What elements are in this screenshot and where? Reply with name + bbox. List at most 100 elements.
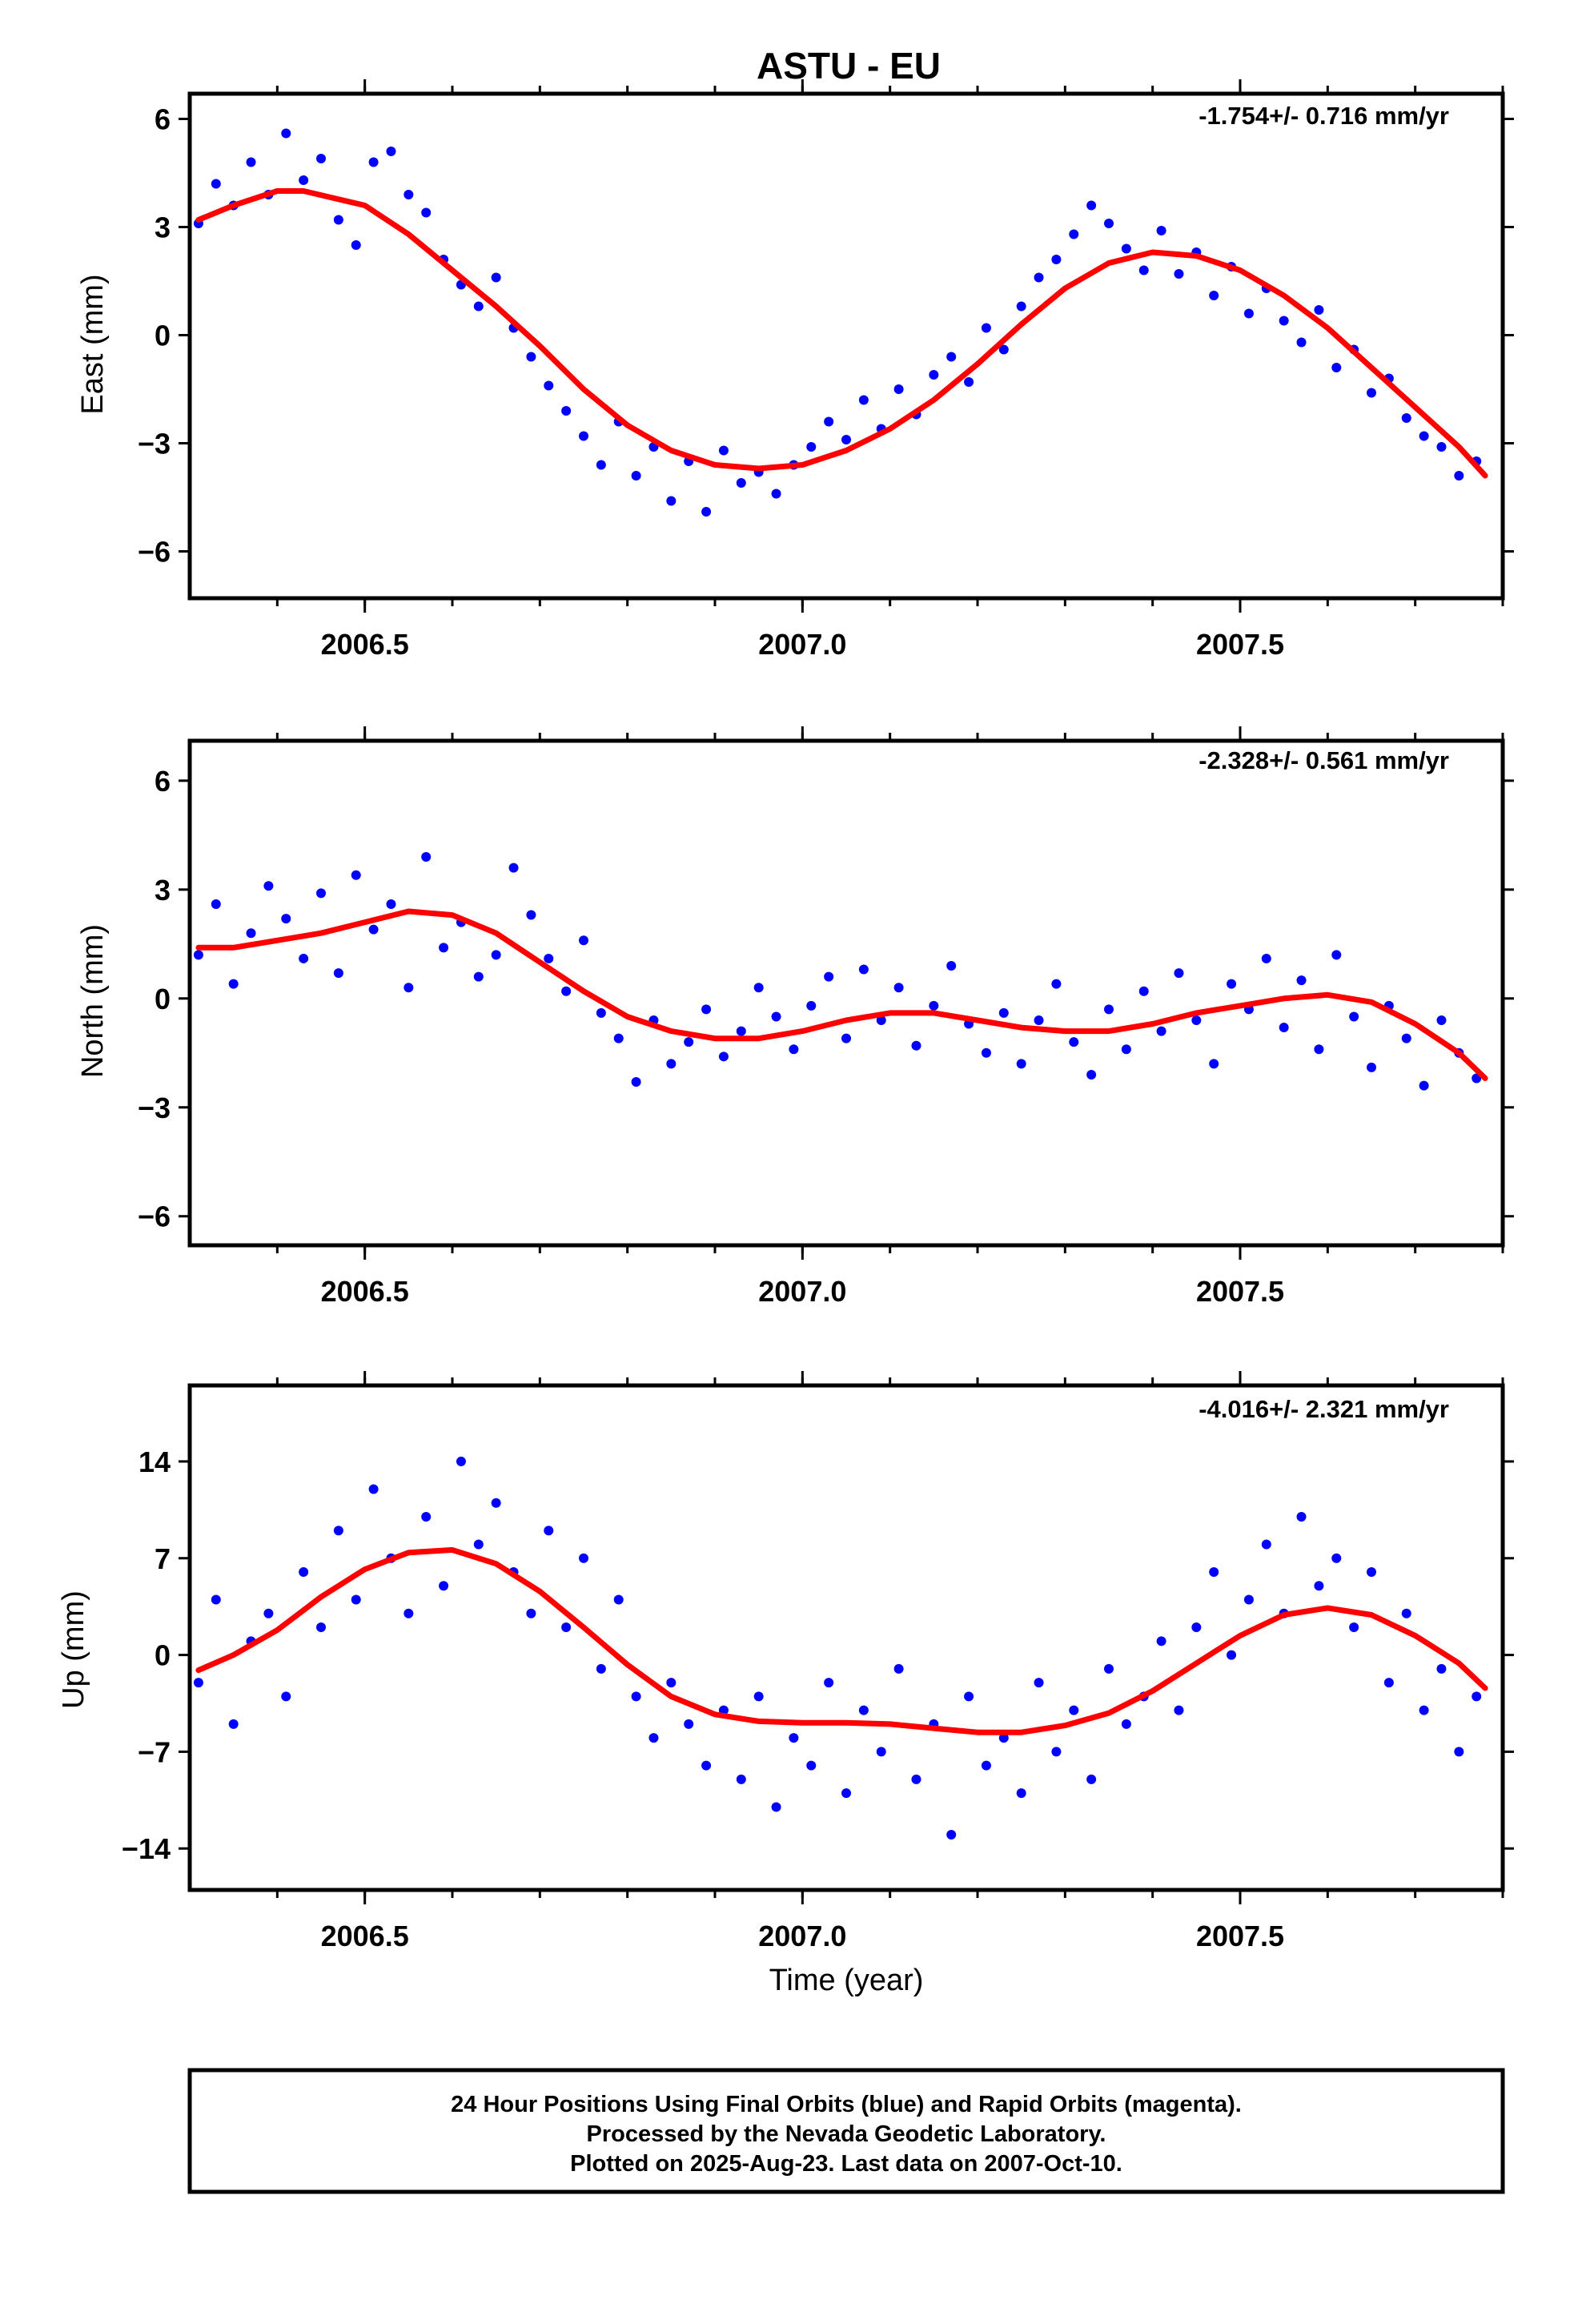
east-data-point (1174, 269, 1184, 279)
east-data-point (946, 352, 957, 362)
up-data-point (526, 1608, 536, 1618)
east-data-point (1296, 337, 1307, 348)
up-data-point (1069, 1705, 1079, 1715)
east-data-point (736, 478, 746, 488)
north-model-curve (195, 908, 1488, 1081)
up-y-tick-label: 14 (139, 1445, 171, 1478)
east-data-point (368, 157, 379, 167)
up-data-point (193, 1678, 203, 1688)
north-data-point (368, 924, 379, 935)
north-data-point (753, 983, 764, 993)
east-data-point (1209, 291, 1219, 300)
east-panel: East (mm) -1.754+/- 0.716 mm/yr −6 −3 0 3 6 2… (76, 79, 1514, 661)
north-data-point (333, 968, 343, 979)
north-data-point (1227, 979, 1237, 989)
up-data-point (1349, 1622, 1359, 1633)
east-y-tick-label: 3 (155, 211, 171, 244)
up-data-point (789, 1733, 799, 1743)
north-data-point (876, 1015, 886, 1025)
north-data-point (613, 1033, 624, 1043)
up-data-point (1016, 1788, 1026, 1799)
east-data-point (473, 301, 484, 312)
up-data-point (561, 1622, 572, 1633)
east-data-point (858, 395, 869, 405)
north-data-point (1174, 968, 1184, 979)
up-data-point (1034, 1678, 1044, 1688)
east-model-curve (195, 188, 1488, 479)
footer-line-2: Processed by the Nevada Geodetic Laborat… (587, 2121, 1106, 2147)
north-data-point (718, 1051, 729, 1062)
north-data-point (1367, 1062, 1376, 1072)
north-x-tick-label: 2007.0 (758, 1275, 846, 1308)
north-data-point (1314, 1044, 1324, 1055)
east-data-point (299, 175, 309, 185)
up-data-point (858, 1705, 869, 1715)
east-data-point (771, 489, 781, 499)
east-data-point (1138, 265, 1149, 275)
up-data-point (368, 1484, 379, 1494)
up-data-point (1174, 1705, 1184, 1715)
north-data-point (211, 899, 221, 909)
up-data-point (1191, 1622, 1202, 1633)
north-data-point (1296, 975, 1307, 986)
footer-line-1: 24 Hour Positions Using Final Orbits (bl… (451, 2092, 1242, 2117)
north-data-point (579, 935, 588, 946)
east-data-point (1454, 471, 1464, 480)
north-data-point (1104, 1004, 1114, 1015)
east-rate-label: -1.754+/- 0.716 mm/yr (1199, 102, 1449, 130)
east-data-point (841, 435, 851, 444)
north-data-point (544, 953, 554, 963)
north-data-point (1138, 986, 1149, 996)
east-x-tick-label: 2007.0 (758, 628, 846, 661)
up-data-point (1086, 1774, 1097, 1784)
east-data-point (351, 240, 361, 250)
north-data-point (666, 1059, 677, 1069)
east-y-tick-label: 6 (155, 103, 171, 136)
north-data-point (858, 964, 869, 975)
up-data-point (684, 1719, 694, 1729)
up-data-point (473, 1539, 484, 1550)
east-data-point (333, 215, 343, 225)
north-data-point (1261, 953, 1271, 963)
up-data-point (964, 1691, 974, 1702)
north-data-point (1034, 1015, 1044, 1025)
up-data-point (404, 1608, 414, 1618)
up-ylabel: Up (mm) (57, 1590, 90, 1709)
north-data-point (299, 953, 309, 963)
north-data-point (316, 888, 326, 899)
north-y-tick-label: 3 (155, 874, 171, 907)
up-data-point (701, 1760, 712, 1771)
north-data-point (421, 852, 432, 862)
up-data-point (1243, 1594, 1254, 1605)
north-data-point (439, 943, 449, 953)
up-data-point (1314, 1581, 1324, 1591)
footer-line-3: Plotted on 2025-Aug-23. Last data on 200… (570, 2151, 1122, 2177)
up-data-point (1436, 1663, 1447, 1674)
up-data-point (596, 1663, 606, 1674)
up-data-point (648, 1733, 659, 1743)
east-data-point (964, 377, 974, 387)
north-data-point (1016, 1059, 1026, 1069)
up-panel: Up (mm) -4.016+/- 2.321 mm/yr −14 −7 0 7 14 2… (57, 1371, 1514, 1952)
up-data-point (981, 1760, 991, 1771)
north-ylabel: North (mm) (76, 924, 110, 1078)
north-data-point (1156, 1026, 1166, 1036)
east-data-point (631, 471, 641, 480)
up-data-point (491, 1498, 501, 1508)
east-y-tick-label: 0 (155, 320, 171, 352)
north-data-point (228, 979, 239, 989)
east-data-point (806, 442, 817, 452)
east-data-point (1367, 388, 1376, 398)
north-data-point (824, 971, 834, 982)
east-y-tick-label: −6 (138, 536, 171, 569)
east-data-point (421, 207, 432, 218)
north-data-point (789, 1044, 799, 1055)
east-data-point (998, 344, 1009, 355)
north-data-point (1121, 1044, 1131, 1055)
north-data-point (596, 1007, 606, 1018)
east-plot-frame (187, 91, 1505, 601)
north-data-point (1419, 1080, 1429, 1091)
north-data-point (893, 983, 904, 993)
up-y-tick-label: 0 (155, 1639, 171, 1672)
